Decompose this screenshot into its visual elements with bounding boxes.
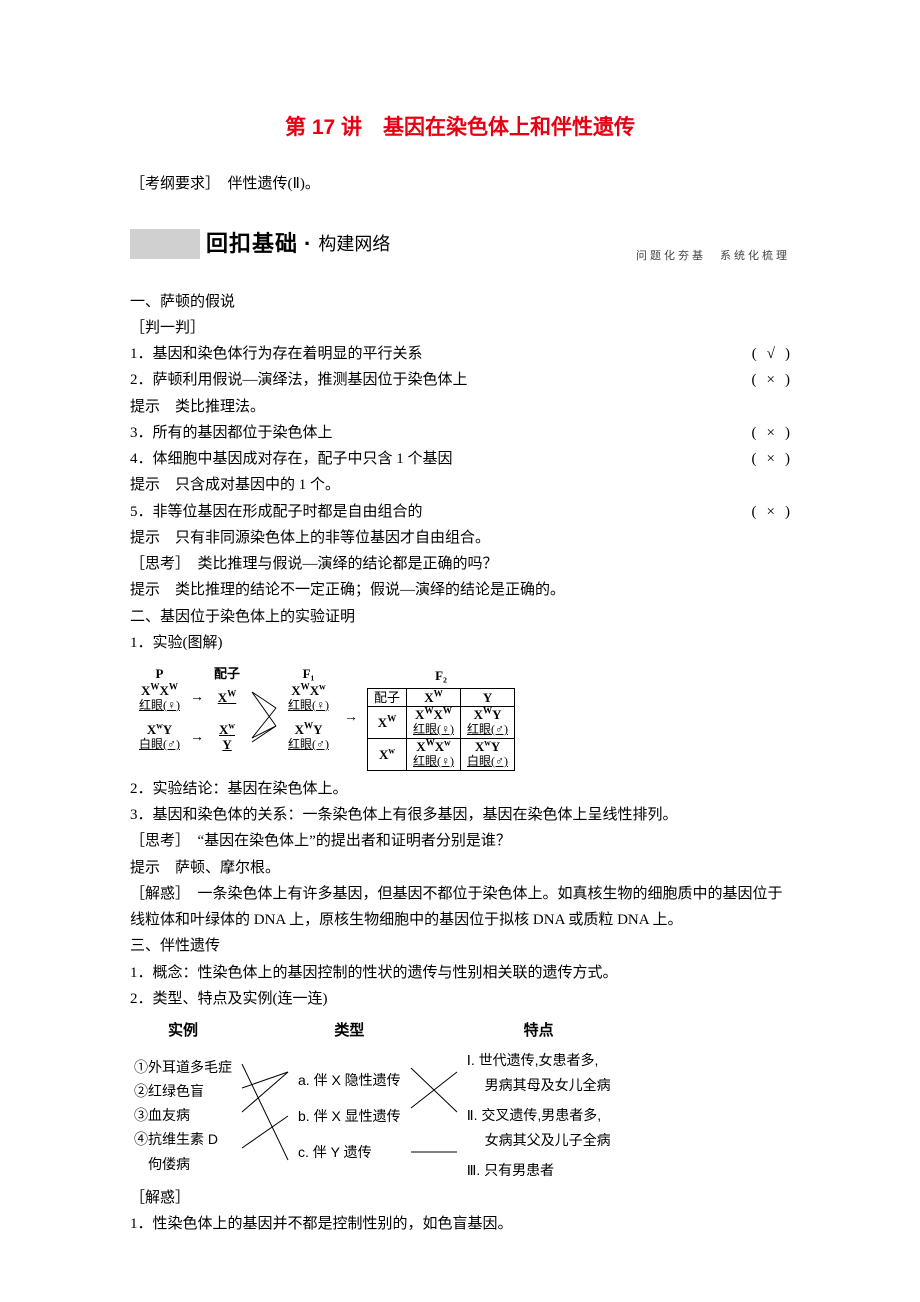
f2-cell: XWXW红眼(♀)	[407, 707, 461, 739]
judge-item-1: 1．基因和染色体行为存在着明显的平行关系 (√)	[130, 341, 790, 367]
cross-diagram: P 配子 F₁ XWXW 红眼(♀) → XW	[130, 662, 790, 774]
section-banner: 回扣基础 · 构建网络 问题化夯基 系统化梳理	[130, 225, 790, 267]
judge-item-3: 3．所有的基因都位于染色体上 (×)	[130, 420, 790, 446]
judge-text: 所有的基因都位于染色体上	[153, 425, 333, 441]
banner-left: 回扣基础 · 构建网络	[130, 225, 390, 264]
arrow-icon: →	[338, 664, 364, 772]
syllabus-requirement: ［考纲要求］ 伴性遗传(Ⅱ)。	[130, 171, 790, 197]
match-hdr-ex: 实例	[130, 1016, 236, 1046]
s2-p2: 2．实验结论：基因在染色体上。	[130, 776, 790, 802]
p-f1-table: P 配子 F₁ XWXW 红眼(♀) → XW	[133, 665, 335, 755]
match-hdr-type: 类型	[294, 1016, 405, 1046]
match-table: 实例 类型 特点 ①外耳道多毛症 ②红绿色盲 ③血友病 ④抗维生素 D 佝偻病	[130, 1016, 615, 1185]
judge-num: 1．	[130, 346, 153, 362]
match-features: Ⅰ. 世代遗传,女患者多, 男病其母及女儿全病 Ⅱ. 交叉遗传,男患者多, 女病…	[463, 1046, 615, 1185]
lecture-title: 第 17 讲 基因在染色体上和伴性遗传	[130, 110, 790, 147]
s3-resolve-1: 1．性染色体上的基因并不都是控制性别的，如色盲基因。	[130, 1211, 790, 1237]
p1-geno: XWXW	[139, 684, 180, 699]
banner-decoration	[130, 229, 200, 259]
f1a-geno: XWXw	[288, 684, 329, 699]
match-lines-1-icon	[236, 1046, 294, 1185]
arrow-icon: →	[186, 684, 208, 713]
judge-num: 4．	[130, 451, 153, 467]
f1a-pheno: 红眼(♀)	[288, 699, 329, 713]
f2-col-1: XW	[407, 688, 461, 707]
banner-right: 问题化夯基 系统化梳理	[636, 247, 790, 266]
hint-3: 提示 只有非同源染色体上的非等位基因才自由组合。	[130, 525, 790, 551]
s3-p2: 2．类型、特点及实例(连一连)	[130, 986, 790, 1012]
judge-mark: (×)	[752, 367, 790, 393]
judge-mark: (×)	[752, 420, 790, 446]
judge-text: 体细胞中基因成对存在，配子中只含 1 个基因	[153, 451, 453, 467]
match-diagram: 实例 类型 特点 ①外耳道多毛症 ②红绿色盲 ③血友病 ④抗维生素 D 佝偻病	[130, 1016, 790, 1185]
p2-geno: XwY	[139, 723, 180, 738]
s2-think: ［思考］ “基因在染色体上”的提出者和证明者分别是谁？	[130, 828, 790, 854]
s3-heading: 三、伴性遗传	[130, 933, 790, 959]
match-types: a. 伴 X 隐性遗传 b. 伴 X 显性遗传 c. 伴 Y 遗传	[294, 1046, 405, 1185]
diagram-table: P 配子 F₁ XWXW 红眼(♀) → XW	[130, 662, 518, 774]
s3-p1: 1．概念：性染色体上的基因控制的性状的遗传与性别相关联的遗传方式。	[130, 960, 790, 986]
f2-col-2: Y	[461, 688, 515, 707]
judge-num: 5．	[130, 504, 153, 520]
judge-item-2: 2．萨顿利用假说—演绎法，推测基因位于染色体上 (×)	[130, 367, 790, 393]
p1-pheno: 红眼(♀)	[139, 699, 180, 713]
hint-4: 提示 类比推理的结论不一定正确；假说—演绎的结论是正确的。	[130, 577, 790, 603]
judge-item-4: 4．体细胞中基因成对存在，配子中只含 1 个基因 (×)	[130, 446, 790, 472]
f2-table: 配子 XW Y XW XWXW红眼(♀) XWY红眼(♂) Xw XWXw红眼(…	[367, 688, 515, 771]
gam2: Xw Y	[210, 723, 244, 753]
hint-2: 提示 只含成对基因中的 1 个。	[130, 472, 790, 498]
s2-heading: 二、基因位于染色体上的实验证明	[130, 604, 790, 630]
judge-mark: (×)	[752, 446, 790, 472]
s3-resolve-h: ［解惑］	[130, 1185, 790, 1211]
f2-cell: XWY红眼(♂)	[461, 707, 515, 739]
banner-main: 回扣基础	[206, 225, 298, 264]
judge-text: 萨顿利用假说—演绎法，推测基因位于染色体上	[153, 372, 468, 388]
col-gamete: 配子	[210, 667, 244, 682]
judge-item-5: 5．非等位基因在形成配子时都是自由组合的 (×)	[130, 499, 790, 525]
match-hdr-feat: 特点	[463, 1016, 615, 1046]
cross-lines-icon	[246, 684, 282, 753]
hint-1: 提示 类比推理法。	[130, 394, 790, 420]
banner-sub: 构建网络	[318, 229, 390, 261]
col-p: P	[135, 667, 184, 682]
f2-row-2: Xw	[368, 739, 407, 771]
judge-text: 非等位基因在形成配子时都是自由组合的	[153, 504, 423, 520]
judge-text: 基因和染色体行为存在着明显的平行关系	[153, 346, 423, 362]
judge-num: 2．	[130, 372, 153, 388]
p2-pheno: 白眼(♂)	[139, 738, 180, 752]
f2-cell: XwY白眼(♂)	[461, 739, 515, 771]
arrow-icon: →	[186, 723, 208, 753]
s1-judge-label: ［判一判］	[130, 315, 790, 341]
s2-p3: 3．基因和染色体的关系：一条染色体上有很多基因，基因在染色体上呈线性排列。	[130, 802, 790, 828]
judge-mark: (√)	[752, 341, 790, 367]
s2-hint: 提示 萨顿、摩尔根。	[130, 855, 790, 881]
match-lines-2-icon	[405, 1046, 463, 1185]
f2-cell: XWXw红眼(♀)	[407, 739, 461, 771]
s1-heading: 一、萨顿的假说	[130, 289, 790, 315]
gam1: XW	[210, 684, 244, 713]
f2-row-1: XW	[368, 707, 407, 739]
judge-num: 3．	[130, 425, 153, 441]
f1b-geno: XWY	[288, 723, 329, 738]
f2-title: F₂	[367, 665, 515, 688]
s2-resolve: ［解惑］ 一条染色体上有许多基因，但基因不都位于染色体上。如真核生物的细胞质中的…	[130, 881, 790, 934]
match-examples: ①外耳道多毛症 ②红绿色盲 ③血友病 ④抗维生素 D 佝偻病	[130, 1046, 236, 1185]
judge-mark: (×)	[752, 499, 790, 525]
s2-p1: 1．实验(图解)	[130, 630, 790, 656]
banner-dot: ·	[304, 225, 312, 264]
f2-gametes-label: 配子	[368, 688, 407, 707]
think-1: ［思考］ 类比推理与假说—演绎的结论都是正确的吗？	[130, 551, 790, 577]
col-f1: F₁	[284, 667, 333, 682]
f1b-pheno: 红眼(♂)	[288, 738, 329, 752]
